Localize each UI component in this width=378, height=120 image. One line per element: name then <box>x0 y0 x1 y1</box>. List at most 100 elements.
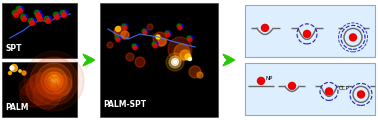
Circle shape <box>132 44 136 48</box>
Circle shape <box>48 75 60 87</box>
Circle shape <box>262 24 268 31</box>
Text: NP: NP <box>265 76 273 81</box>
Circle shape <box>116 27 121 31</box>
Circle shape <box>358 91 364 98</box>
Circle shape <box>180 50 190 60</box>
Circle shape <box>174 60 177 63</box>
Circle shape <box>257 77 265 84</box>
Circle shape <box>325 88 333 95</box>
Circle shape <box>158 38 166 46</box>
Circle shape <box>45 18 51 24</box>
Circle shape <box>19 70 21 72</box>
Circle shape <box>36 12 40 18</box>
Circle shape <box>122 24 126 28</box>
Circle shape <box>45 72 63 90</box>
Circle shape <box>288 82 296 89</box>
Circle shape <box>30 73 50 93</box>
Circle shape <box>126 53 134 61</box>
Circle shape <box>166 33 170 37</box>
Circle shape <box>47 16 52 21</box>
Circle shape <box>37 17 42 21</box>
Circle shape <box>28 18 33 23</box>
Circle shape <box>30 57 78 105</box>
Circle shape <box>124 24 128 28</box>
Circle shape <box>26 73 58 105</box>
Circle shape <box>107 42 113 48</box>
Bar <box>2 62 77 117</box>
Circle shape <box>142 29 146 33</box>
Circle shape <box>143 31 147 35</box>
Circle shape <box>52 75 72 95</box>
Circle shape <box>189 36 193 40</box>
Circle shape <box>60 10 65 15</box>
Circle shape <box>174 44 190 60</box>
Circle shape <box>169 56 181 68</box>
Circle shape <box>53 12 58 17</box>
Circle shape <box>19 6 24 11</box>
Circle shape <box>114 26 126 38</box>
Circle shape <box>45 77 69 101</box>
Circle shape <box>350 34 356 41</box>
Circle shape <box>56 12 61 17</box>
Circle shape <box>8 72 11 75</box>
Circle shape <box>154 42 158 46</box>
Text: PALM: PALM <box>5 103 28 112</box>
Circle shape <box>178 26 182 30</box>
Circle shape <box>36 14 41 19</box>
Circle shape <box>189 57 192 60</box>
Circle shape <box>172 59 178 66</box>
Circle shape <box>153 32 167 46</box>
Circle shape <box>15 10 20 15</box>
Circle shape <box>20 83 44 107</box>
Circle shape <box>14 12 19 18</box>
Circle shape <box>44 16 49 21</box>
Circle shape <box>62 12 67 18</box>
Circle shape <box>22 17 26 21</box>
Circle shape <box>20 14 25 19</box>
Circle shape <box>51 78 57 84</box>
Circle shape <box>304 30 310 37</box>
Text: PALM-SPT: PALM-SPT <box>103 100 146 109</box>
Bar <box>100 3 218 117</box>
Bar <box>245 5 375 57</box>
Circle shape <box>31 18 36 23</box>
Circle shape <box>12 10 17 15</box>
Circle shape <box>117 36 121 40</box>
Circle shape <box>19 79 35 95</box>
Circle shape <box>156 35 160 39</box>
Circle shape <box>116 38 120 42</box>
Circle shape <box>22 71 26 75</box>
Circle shape <box>34 10 39 15</box>
Circle shape <box>134 44 138 48</box>
Circle shape <box>39 14 44 19</box>
Circle shape <box>16 6 21 11</box>
Circle shape <box>185 54 191 60</box>
Circle shape <box>189 66 201 78</box>
Circle shape <box>54 15 59 19</box>
Circle shape <box>187 36 191 40</box>
Circle shape <box>153 44 157 48</box>
Circle shape <box>133 46 137 50</box>
Circle shape <box>63 10 68 15</box>
Circle shape <box>115 36 119 40</box>
Circle shape <box>123 26 127 30</box>
Circle shape <box>24 51 84 111</box>
Circle shape <box>135 57 145 67</box>
Circle shape <box>144 29 148 33</box>
Circle shape <box>121 31 129 39</box>
Circle shape <box>167 31 171 35</box>
Text: CCP: CCP <box>339 86 349 91</box>
Circle shape <box>10 66 14 70</box>
Circle shape <box>166 53 184 71</box>
Circle shape <box>147 24 153 30</box>
Circle shape <box>188 38 192 42</box>
Circle shape <box>17 9 23 14</box>
Circle shape <box>152 42 156 46</box>
Circle shape <box>36 63 72 99</box>
Text: SPT: SPT <box>5 44 22 53</box>
Circle shape <box>37 10 42 15</box>
Circle shape <box>33 81 61 109</box>
Circle shape <box>168 37 192 61</box>
Circle shape <box>11 65 17 72</box>
Circle shape <box>179 24 183 28</box>
